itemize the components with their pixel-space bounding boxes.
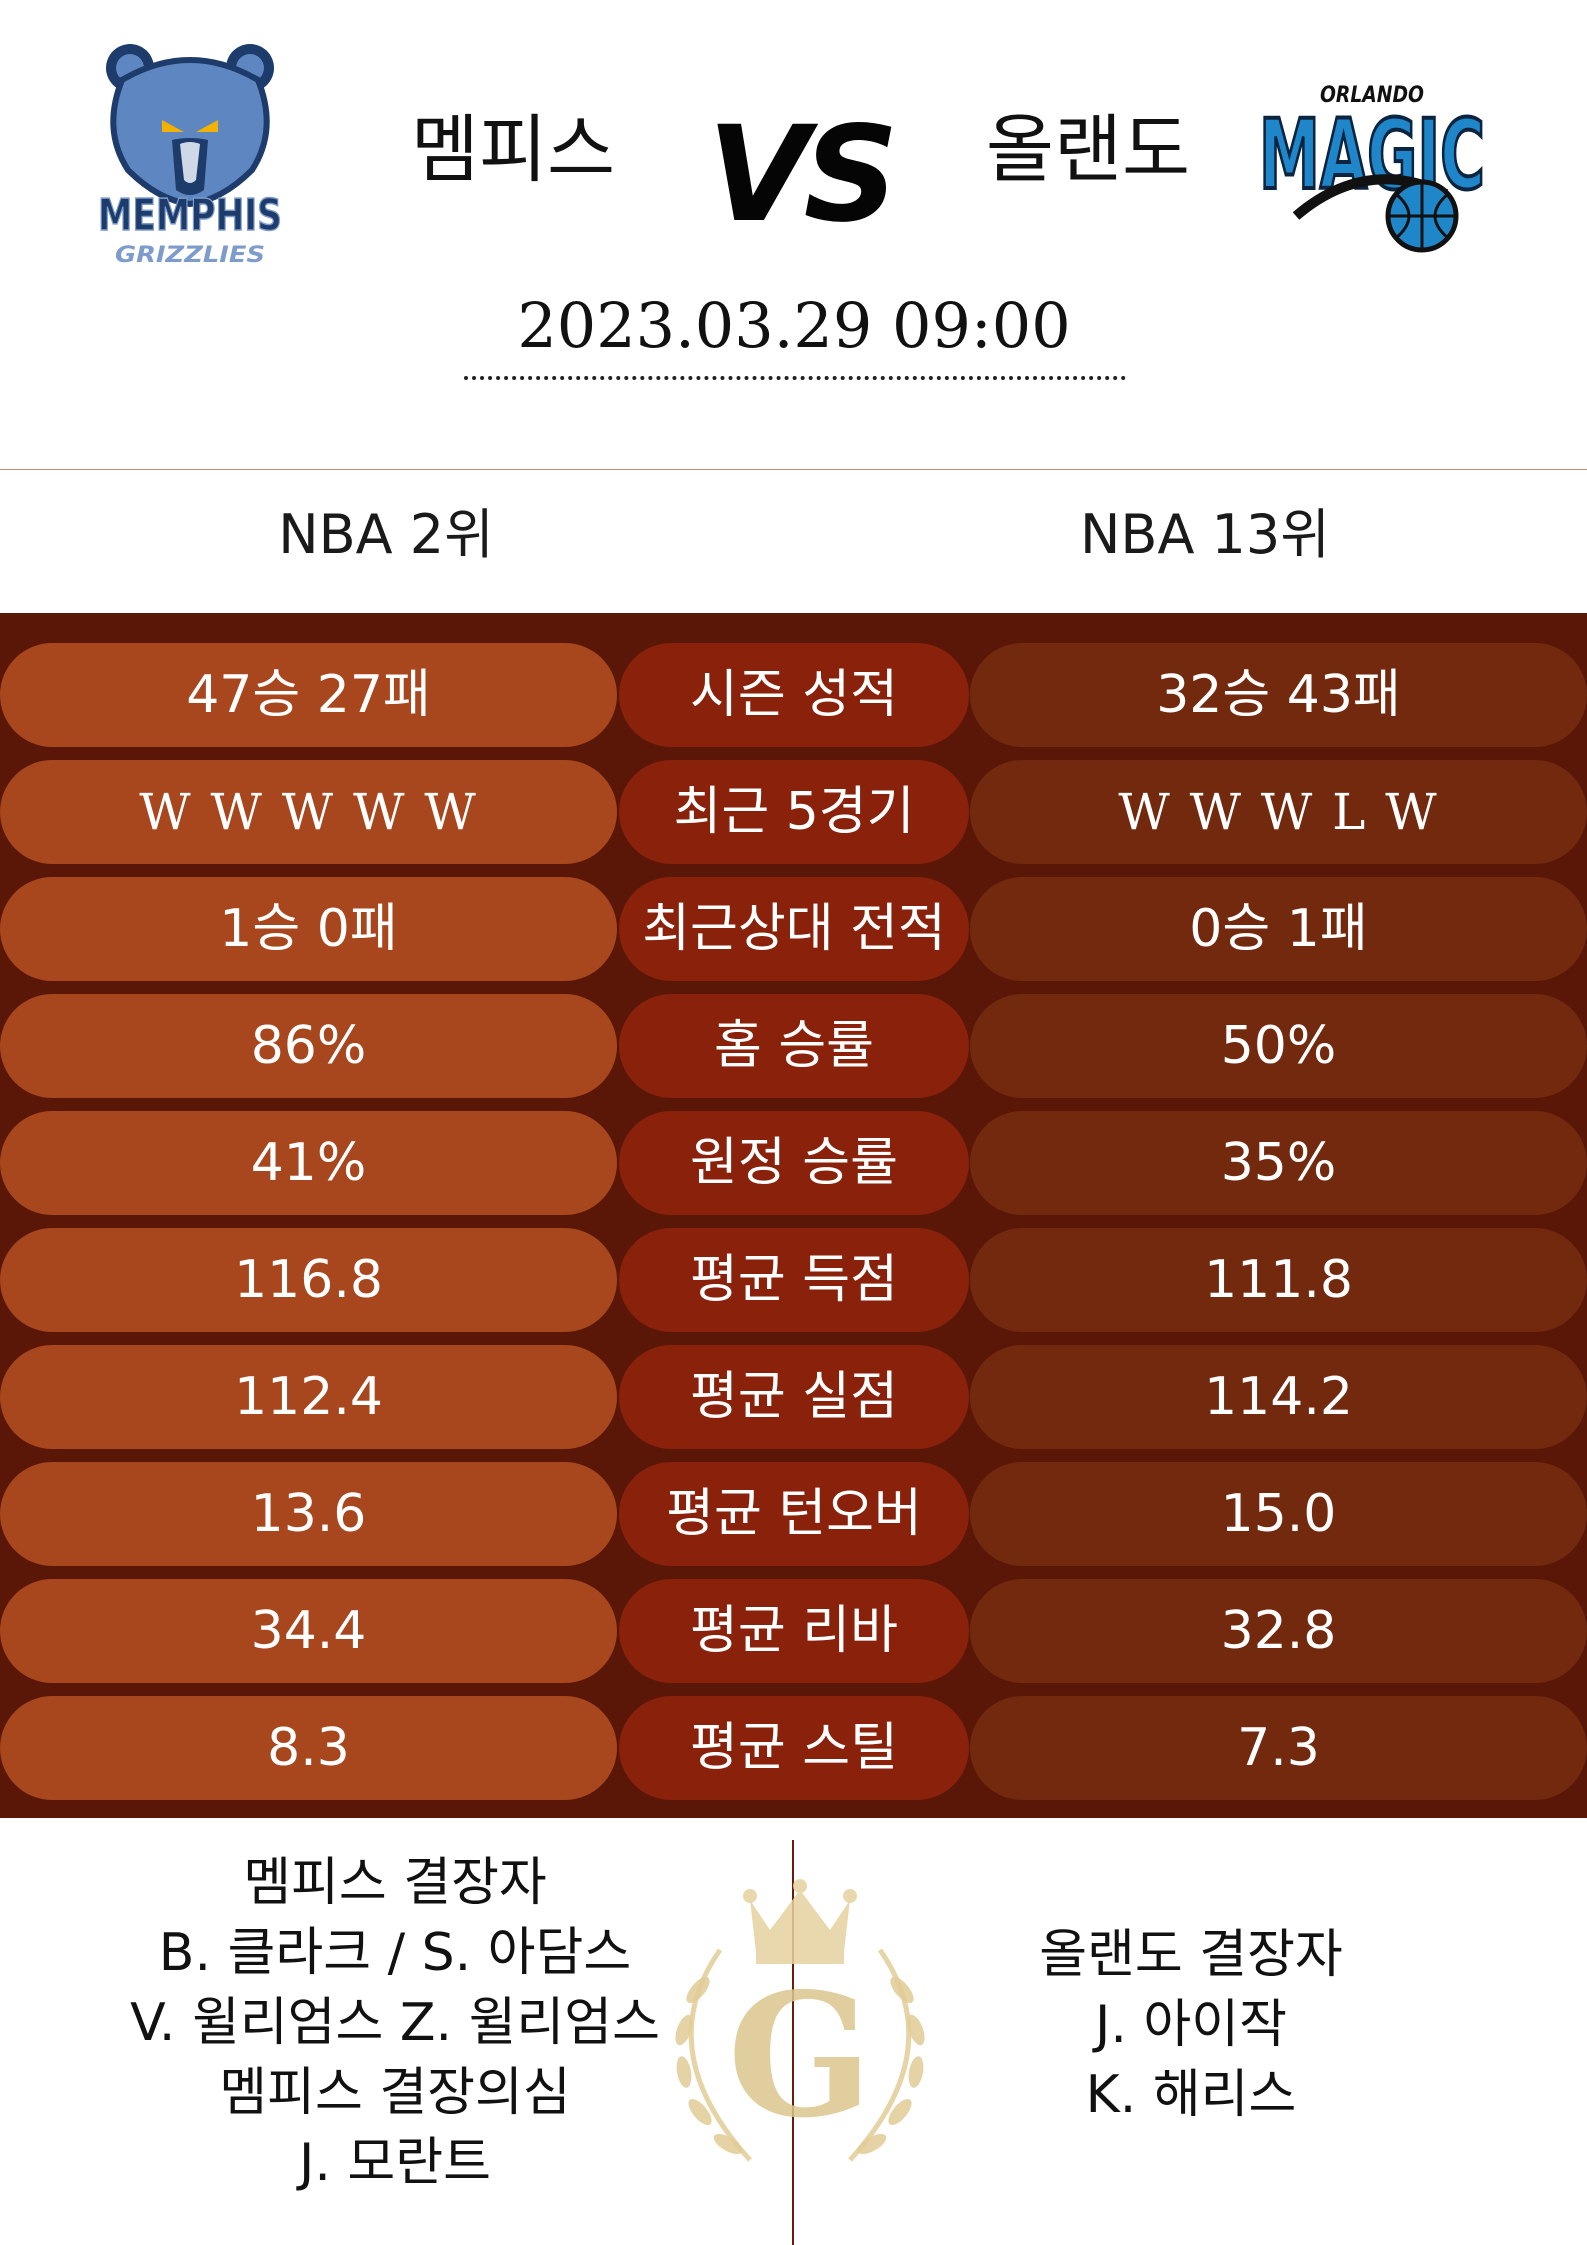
home-rank: NBA 2위 [278, 503, 494, 566]
stat-row-head-to-head: 1승 0패 최근상대 전적 0승 1패 [0, 877, 1587, 981]
orlando-logo-text: ORLANDO [1320, 83, 1424, 108]
away-stat-value: 7.3 [970, 1696, 1587, 1800]
away-stat-value: 32승 43패 [970, 643, 1587, 747]
stat-label: 평균 실점 [619, 1345, 969, 1449]
home-stat-value: 116.8 [0, 1228, 617, 1332]
away-team-name: 올랜도 [985, 107, 1191, 193]
home-team-name: 멤피스 [410, 107, 616, 193]
away-stat-value: 32.8 [970, 1579, 1587, 1683]
away-stat-value: 111.8 [970, 1228, 1587, 1332]
home-absent-player: V. 윌리엄스 Z. 윌리엄스 [130, 1993, 660, 2053]
memphis-logo-text: MEMPHIS [98, 190, 282, 241]
stat-row-avg-allowed: 112.4 평균 실점 114.2 [0, 1345, 1587, 1449]
home-doubtful-player: J. 모란트 [299, 2133, 491, 2193]
stat-row-avg-points: 116.8 평균 득점 111.8 [0, 1228, 1587, 1332]
stat-label: 평균 턴오버 [619, 1462, 969, 1566]
stat-row-home-win-rate: 86% 홈 승률 50% [0, 994, 1587, 1098]
away-absences-card [795, 1818, 1587, 2245]
orlando-magic-logo: ORLANDO MAGIC [1257, 83, 1487, 253]
stat-label: 평균 득점 [619, 1228, 969, 1332]
stat-label: 최근 5경기 [619, 760, 969, 864]
gold-laurel-crown-emblem: G [675, 1879, 925, 2162]
away-absences-list: 올랜도 결장자 J. 아이작 K. 해리스 [795, 1920, 1587, 2130]
match-datetime: 2023.03.29 09:00 [517, 289, 1071, 362]
home-stat-value: 13.6 [0, 1462, 617, 1566]
home-stat-value: 112.4 [0, 1345, 617, 1449]
stat-label: 최근상대 전적 [619, 877, 969, 981]
away-rank: NBA 13위 [1080, 503, 1330, 566]
stat-row-last-5: W W W W W 최근 5경기 W W W L W [0, 760, 1587, 864]
emblem-letter: G [727, 1956, 872, 2156]
away-stat-value: 50% [970, 994, 1587, 1098]
card-divider [792, 1840, 794, 2245]
home-stat-value: 1승 0패 [0, 877, 617, 981]
stat-label: 시즌 성적 [619, 643, 969, 747]
stat-row-avg-turnovers: 13.6 평균 턴오버 15.0 [0, 1462, 1587, 1566]
vs-label: VS [707, 98, 898, 252]
away-absences-title: 올랜도 결장자 [1039, 1925, 1343, 1985]
header-divider [0, 469, 1587, 470]
home-doubtful-title: 멤피스 결장의심 [219, 2063, 571, 2123]
stat-label: 원정 승률 [619, 1111, 969, 1215]
home-absences-card [0, 1818, 790, 2245]
away-stat-value: 35% [970, 1111, 1587, 1215]
away-absent-player: J. 아이작 [1095, 1995, 1287, 2055]
home-stat-value: 41% [0, 1111, 617, 1215]
stat-row-away-win-rate: 41% 원정 승률 35% [0, 1111, 1587, 1215]
home-absences-list: 멤피스 결장자 B. 클라크 / S. 아담스 V. 윌리엄스 Z. 윌리엄스 … [0, 1848, 790, 2198]
home-absent-player: B. 클라크 / S. 아담스 [158, 1923, 632, 1983]
memphis-grizzlies-logo: MEMPHIS GRIZZLIES [97, 44, 283, 268]
stats-table: 47승 27패 시즌 성적 32승 43패 W W W W W 최근 5경기 W… [0, 613, 1587, 1818]
away-stat-value: 0승 1패 [970, 877, 1587, 981]
home-stat-value: 8.3 [0, 1696, 617, 1800]
home-stat-value: 47승 27패 [0, 643, 617, 747]
stat-label: 평균 리바 [619, 1579, 969, 1683]
dotted-underline [464, 376, 1126, 380]
away-stat-value: 114.2 [970, 1345, 1587, 1449]
away-absent-player: K. 해리스 [1085, 2065, 1297, 2125]
stat-label: 홈 승률 [619, 994, 969, 1098]
stat-row-avg-steals: 8.3 평균 스틸 7.3 [0, 1696, 1587, 1800]
stat-row-avg-rebounds: 34.4 평균 리바 32.8 [0, 1579, 1587, 1683]
stat-row-season-record: 47승 27패 시즌 성적 32승 43패 [0, 643, 1587, 747]
home-stat-value: W W W W W [0, 760, 617, 864]
away-stat-value: W W W L W [970, 760, 1587, 864]
home-stat-value: 34.4 [0, 1579, 617, 1683]
home-absences-title: 멤피스 결장자 [243, 1853, 547, 1913]
match-header: MEMPHIS GRIZZLIES 멤피스 VS 올랜도 ORLANDO MAG… [0, 0, 1587, 470]
grizzlies-logo-text: GRIZZLIES [115, 243, 265, 268]
stat-label: 평균 스틸 [619, 1696, 969, 1800]
home-stat-value: 86% [0, 994, 617, 1098]
away-stat-value: 15.0 [970, 1462, 1587, 1566]
